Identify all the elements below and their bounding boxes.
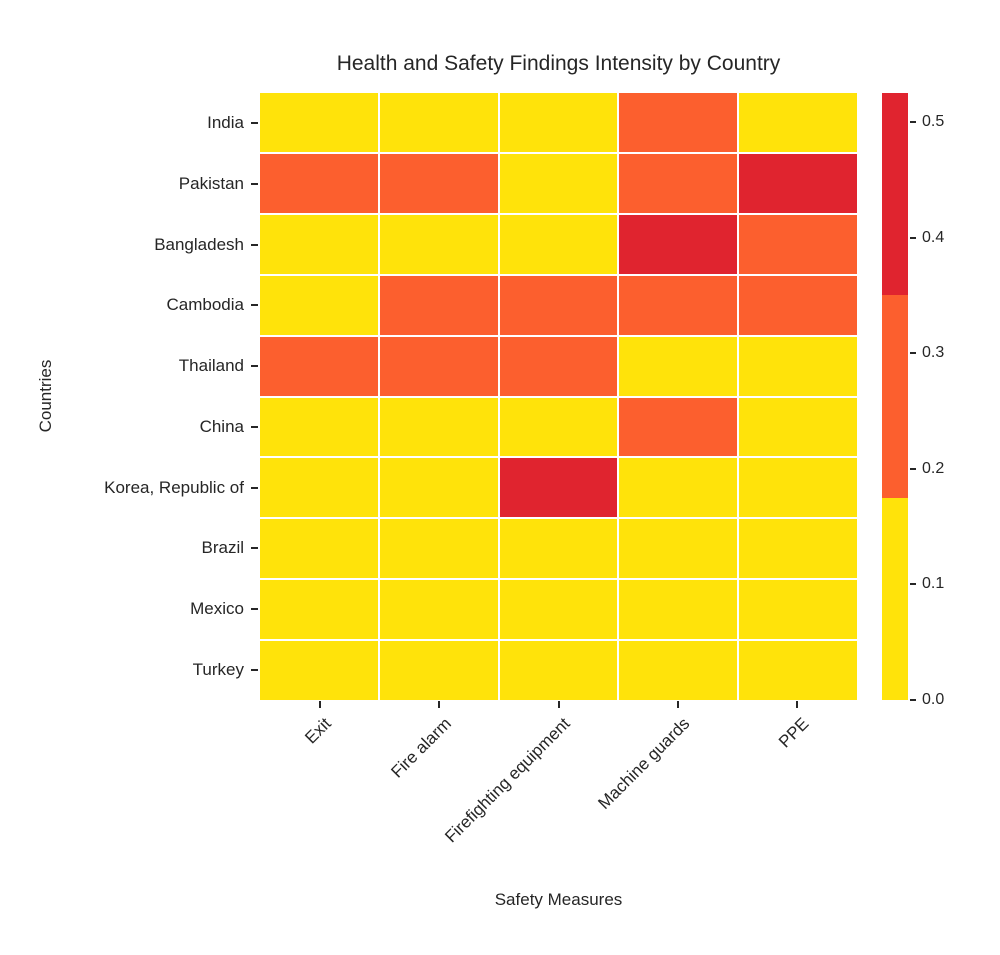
heatmap-cell [619, 275, 738, 335]
heatmap-cell [739, 336, 857, 396]
heatmap-cell [379, 336, 498, 396]
heatmap-grid [260, 93, 857, 700]
y-tick-label: Bangladesh [154, 234, 244, 254]
colorbar-tick-mark [910, 352, 916, 355]
colorbar [882, 93, 908, 700]
heatmap-cell [619, 397, 738, 457]
colorbar-tick-mark [910, 583, 916, 586]
heatmap-cell [260, 336, 378, 396]
y-tick-mark [251, 243, 258, 246]
heatmap-cell [499, 336, 618, 396]
heatmap-cell [379, 93, 498, 152]
heatmap-cell [619, 641, 738, 700]
x-tick-mark [318, 701, 321, 708]
heatmap-cell [739, 93, 857, 152]
colorbar-tick-label: 0.3 [922, 344, 945, 362]
colorbar-tick-label: 0.2 [922, 459, 945, 477]
colorbar-segment [882, 93, 908, 296]
heatmap-cell [260, 397, 378, 457]
y-tick-mark [251, 183, 258, 186]
heatmap-cell [499, 580, 618, 640]
heatmap-cell [619, 336, 738, 396]
chart-title: Health and Safety Findings Intensity by … [336, 52, 781, 75]
x-tick-mark [557, 701, 560, 708]
colorbar-tick-label: 0.4 [922, 228, 945, 246]
heatmap-cell [379, 153, 498, 213]
heatmap-cell [619, 93, 738, 152]
colorbar-segment [882, 295, 908, 498]
heatmap-cell [260, 93, 378, 152]
y-tick-label: Pakistan [178, 174, 244, 194]
heatmap-cell [379, 275, 498, 335]
heatmap-cell [619, 519, 738, 579]
y-tick-label: Thailand [178, 356, 244, 376]
heatmap-cell [260, 580, 378, 640]
heatmap-cell [260, 153, 378, 213]
y-tick-label: Korea, Republic of [104, 477, 244, 497]
heatmap-cell [499, 93, 618, 152]
heatmap-cell [260, 519, 378, 579]
y-tick-label: Turkey [192, 659, 244, 679]
y-tick-mark [251, 122, 258, 125]
heatmap-cell [739, 214, 857, 274]
y-tick-label: Cambodia [166, 295, 245, 315]
heatmap-cell [739, 641, 857, 700]
heatmap-cell [499, 153, 618, 213]
heatmap-cell [379, 397, 498, 457]
heatmap-cell [260, 214, 378, 274]
heatmap-cell [619, 214, 738, 274]
x-tick-mark [438, 701, 441, 708]
x-tick-mark [796, 701, 799, 708]
heatmap-cell [739, 519, 857, 579]
heatmap-cell [379, 458, 498, 518]
y-tick-label: India [207, 113, 244, 133]
heatmap-cell [379, 214, 498, 274]
heatmap-cell [379, 580, 498, 640]
colorbar-tick-label: 0.0 [922, 691, 945, 708]
x-axis-title: Safety Measures [494, 890, 623, 909]
y-tick-label: China [199, 416, 244, 436]
y-tick-mark [251, 547, 258, 550]
colorbar-tick-mark [910, 120, 916, 123]
colorbar-tick-mark [910, 467, 916, 470]
heatmap-cell [379, 641, 498, 700]
x-tick-label: Fire alarm [387, 714, 455, 782]
heatmap-cell [619, 458, 738, 518]
heatmap-cell [619, 153, 738, 213]
heatmap-cell [619, 580, 738, 640]
y-tick-mark [251, 607, 258, 610]
heatmap-cell [739, 458, 857, 518]
heatmap-cell [260, 641, 378, 700]
heatmap-cell [499, 458, 618, 518]
x-tick-label: Firefighting equipment [441, 714, 574, 847]
colorbar-tick-mark [910, 699, 916, 701]
heatmap-cell [260, 275, 378, 335]
heatmap-cell [739, 580, 857, 640]
heatmap-cell [499, 641, 618, 700]
colorbar-tick-label: 0.5 [922, 112, 945, 130]
heatmap-cell [260, 458, 378, 518]
heatmap-cell [739, 397, 857, 457]
y-tick-mark [251, 425, 258, 428]
heatmap-cell [739, 275, 857, 335]
heatmap-cell [739, 153, 857, 213]
y-tick-mark [251, 668, 258, 671]
y-tick-label: Brazil [201, 538, 244, 558]
y-tick-mark [251, 365, 258, 368]
y-tick-mark [251, 486, 258, 489]
x-tick-label: Exit [301, 714, 336, 748]
x-tick-label: Machine guards [594, 714, 694, 813]
heatmap-cell [499, 275, 618, 335]
heatmap-cell [499, 397, 618, 457]
colorbar-segment [882, 497, 908, 700]
y-tick-label: Mexico [190, 598, 244, 618]
colorbar-tick-label: 0.1 [922, 575, 945, 593]
y-tick-mark [251, 304, 258, 307]
colorbar-tick-mark [910, 236, 916, 239]
heatmap-cell [379, 519, 498, 579]
x-tick-mark [676, 701, 679, 708]
x-tick-label: PPE [775, 714, 813, 752]
heatmap-cell [499, 214, 618, 274]
heatmap-cell [499, 519, 618, 579]
